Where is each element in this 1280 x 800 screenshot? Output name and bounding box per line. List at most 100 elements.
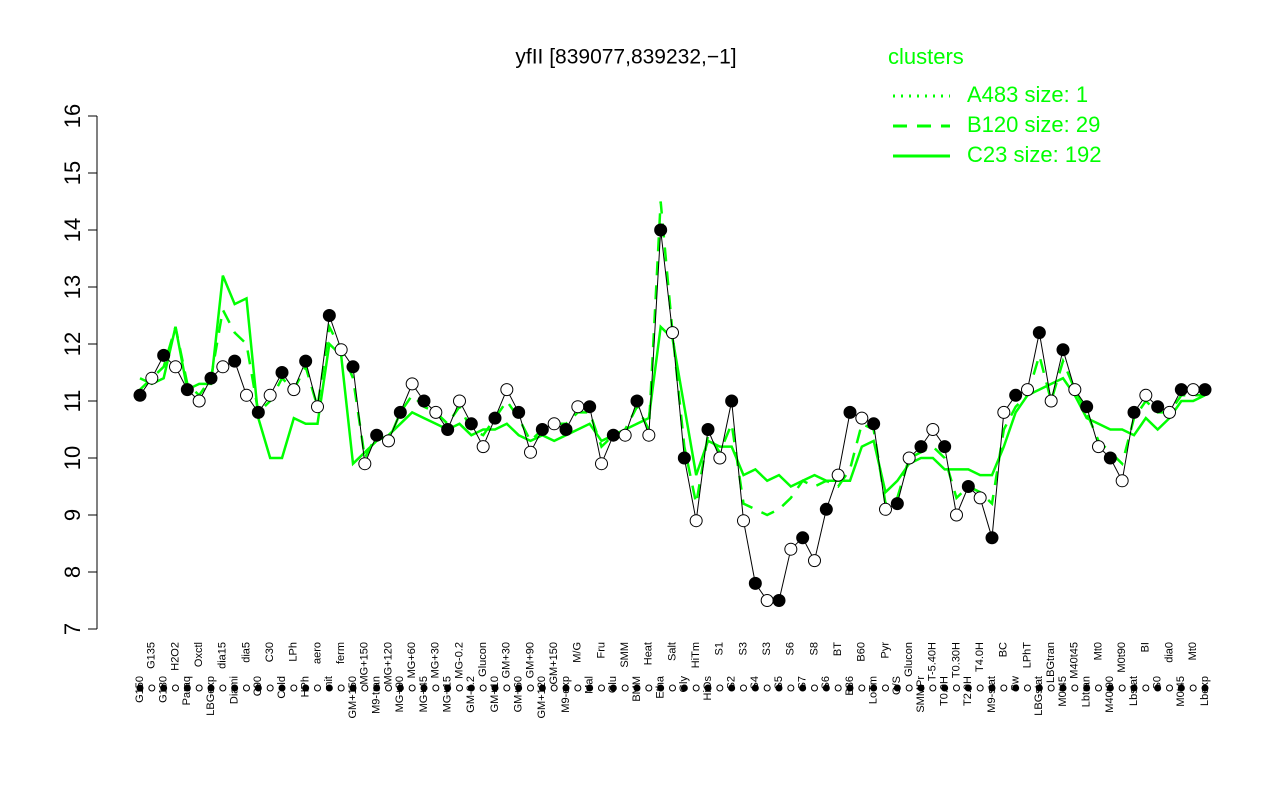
- x-tick-label: LPh: [288, 642, 300, 662]
- data-point: [322, 309, 336, 322]
- x-marker: [1142, 684, 1150, 692]
- x-marker: [988, 684, 996, 692]
- x-marker: [172, 684, 179, 692]
- data-point: [547, 417, 561, 431]
- x-marker: [763, 684, 771, 692]
- x-marker: [385, 684, 392, 692]
- x-tick-label: MG-0.2: [453, 642, 465, 679]
- x-tick-label: H2O2: [169, 642, 181, 671]
- x-marker: [1130, 684, 1138, 692]
- data-point: [346, 360, 360, 374]
- x-tick-label: Oxctl: [193, 642, 205, 667]
- x-tick-label: LoTm: [868, 676, 880, 704]
- data-point: [512, 405, 526, 419]
- x-tick-label: Lbstat: [1128, 676, 1140, 706]
- x-marker: [941, 684, 949, 692]
- x-tick-label: Salt: [666, 642, 678, 661]
- x-marker: [278, 684, 286, 692]
- data-point: [275, 366, 289, 379]
- x-marker: [822, 684, 830, 692]
- y-tick-label: 11: [60, 390, 85, 413]
- data-point: [299, 354, 313, 368]
- data-point: [666, 326, 679, 340]
- data-point: [1151, 400, 1165, 414]
- x-tick-label: dia0: [1163, 642, 1175, 663]
- x-marker: [964, 684, 972, 692]
- x-tick-label: S6: [820, 676, 832, 689]
- x-tick-label: MG+60: [406, 642, 418, 678]
- x-marker: [136, 684, 144, 692]
- x-tick-label: MG+90: [394, 676, 406, 712]
- data-point: [228, 354, 242, 368]
- data-point: [606, 428, 620, 442]
- data-point: [358, 457, 372, 471]
- data-point: [240, 388, 253, 402]
- x-tick-label: S5: [773, 676, 785, 689]
- x-marker: [290, 684, 298, 692]
- y-tick-label: 13: [60, 275, 85, 299]
- x-marker: [1095, 684, 1102, 692]
- data-point: [524, 445, 537, 459]
- x-marker: [929, 684, 937, 692]
- data-point: [784, 542, 798, 556]
- x-marker: [491, 684, 499, 692]
- data-point: [926, 423, 940, 436]
- data-point: [453, 394, 466, 408]
- data-point: [677, 451, 691, 465]
- x-tick-label: M9-exp: [560, 676, 572, 713]
- x-marker: [1166, 684, 1173, 692]
- x-tick-label: MG+120: [382, 642, 394, 685]
- x-marker: [1189, 684, 1197, 692]
- x-marker: [893, 684, 901, 692]
- x-marker: [432, 684, 440, 692]
- data-point: [287, 383, 301, 397]
- x-marker: [325, 684, 333, 692]
- x-marker: [361, 684, 369, 692]
- data-point: [216, 360, 230, 374]
- data-point: [1186, 383, 1200, 397]
- x-tick-label: T0.30H: [950, 642, 962, 678]
- x-tick-label: dia5: [240, 642, 252, 663]
- data-point: [405, 377, 419, 391]
- x-tick-label: GM+120: [536, 676, 548, 719]
- data-point: [441, 423, 455, 436]
- data-point: [1044, 394, 1058, 408]
- data-point: [689, 514, 703, 528]
- x-marker: [266, 684, 274, 692]
- x-tick-label: T0.0H: [939, 676, 951, 706]
- y-tick-label: 12: [60, 332, 85, 356]
- x-tick-label: Lbtran: [1081, 676, 1093, 707]
- x-tick-label: Glucon: [477, 642, 489, 677]
- data-point: [571, 400, 585, 414]
- x-marker: [858, 684, 866, 692]
- x-marker: [751, 684, 759, 692]
- x-marker: [1047, 684, 1055, 692]
- x-tick-label: Heat: [643, 642, 655, 665]
- x-marker: [811, 684, 818, 692]
- data-point: [1080, 400, 1094, 414]
- data-point: [1092, 440, 1105, 454]
- data-point: [902, 451, 916, 465]
- data-point: [192, 394, 206, 408]
- data-point: [429, 405, 443, 419]
- data-point: [1139, 388, 1153, 402]
- data-point: [737, 514, 750, 528]
- x-marker: [302, 684, 310, 692]
- x-marker: [1201, 684, 1209, 692]
- x-marker: [645, 684, 653, 692]
- x-tick-label: Glucon: [903, 642, 915, 677]
- x-marker: [420, 684, 428, 692]
- data-point: [382, 434, 395, 448]
- x-tick-label: Etha: [655, 675, 667, 699]
- data-point: [204, 371, 218, 385]
- y-tick-label: 16: [60, 104, 85, 128]
- data-point: [370, 428, 384, 442]
- data-point: [145, 371, 159, 385]
- data-point: [772, 594, 786, 607]
- data-point: [950, 508, 963, 522]
- data-point: [914, 440, 928, 454]
- x-marker: [195, 684, 203, 692]
- x-tick-label: G150: [134, 676, 146, 703]
- x-marker: [1012, 684, 1020, 692]
